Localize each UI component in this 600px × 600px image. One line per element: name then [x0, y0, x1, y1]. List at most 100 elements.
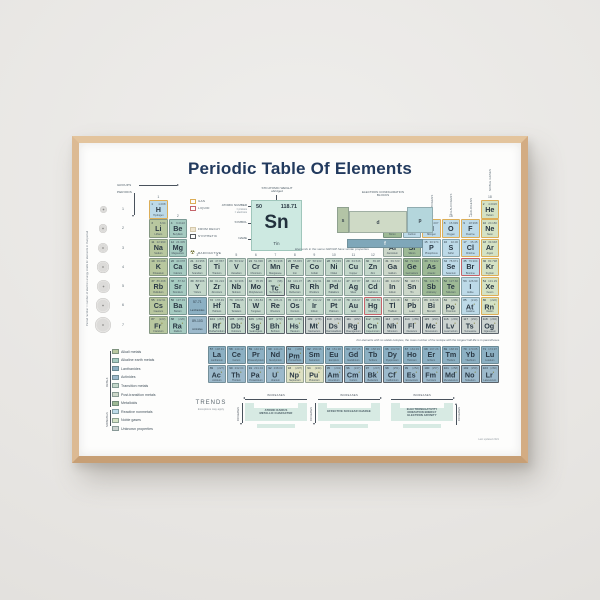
- element-cell-Ba: 56 137.33 Ba Barium: [168, 296, 188, 315]
- trend-table-shape: [254, 408, 298, 421]
- arrow-head: [454, 402, 457, 405]
- trend-table-shape: [245, 403, 254, 421]
- state-legend-item: GAS: [190, 199, 205, 204]
- period-number: 6: [122, 303, 124, 308]
- arrow-line: [248, 222, 251, 223]
- group-number: 4: [215, 252, 218, 257]
- element-cell-S: 16 32.06 S Sulfur: [441, 238, 461, 258]
- category-label: Post-transition metals: [121, 392, 156, 397]
- trends-subtitle: Exceptions may apply: [197, 408, 225, 411]
- element-cell-Li: 3 6.94 Li Lithium: [149, 219, 168, 238]
- state-legend-label: SYNTHETIC: [198, 234, 218, 239]
- element-cell-Te: 52 127.60 Te Tellurium: [441, 277, 461, 296]
- arrow-head: [177, 183, 179, 186]
- element-cell-Xe: 54 131.29 Xe Xenon: [480, 277, 500, 296]
- element-cell-Se: 34 78.971 Se Selenium: [441, 257, 461, 277]
- category-legend-item: Reactive nonmetals: [112, 409, 153, 415]
- radioactive-mark-icon: *: [454, 322, 456, 327]
- element-cell-Fl: 114 (289) Fl* Flerovium: [402, 315, 422, 335]
- credit-line: Last updated 2021: [478, 438, 499, 441]
- element-cell-U: 92 238.03 U* Uranium: [266, 364, 285, 384]
- radioactive-mark-icon: *: [298, 322, 301, 327]
- element-cell-Sm: 62 150.36 Sm Samarium: [305, 345, 324, 364]
- group-number: 10: [331, 252, 336, 257]
- element-cell-Pd: 46 106.42 Pd Palladium: [324, 277, 344, 296]
- category-legend-item: Unknown properties: [112, 426, 153, 432]
- state-legend-item: ☢ RADIOACTIVE: [190, 251, 221, 256]
- element-cell-Pa: 91 231.04 Pa* Protactinium: [246, 364, 266, 384]
- category-swatch-icon: [112, 366, 119, 372]
- element-cell-H: 1 1.008 H Hydrogen: [149, 200, 168, 219]
- element-cell-Bk: 97 (247) Bk* Berkelium: [363, 364, 383, 384]
- trend-table-shape: [400, 408, 444, 421]
- element-cell-Ho: 67 164.93 Ho Holmium: [402, 345, 422, 364]
- state-legend-item: FROM DECAY: [190, 227, 220, 232]
- econfig-block-p: p: [407, 207, 433, 233]
- econfig-block-s: s: [337, 207, 349, 233]
- periodic-table-poster: Periodic Table Of Elements 1 1.008 H Hydrog…: [79, 143, 521, 456]
- element-cell-Os: 76 190.23 Os Osmium: [285, 296, 305, 315]
- econfig-block-f: f: [347, 239, 423, 248]
- radioactive-mark-icon: *: [358, 371, 360, 376]
- group-number: 12: [370, 252, 375, 257]
- period-number: 1: [122, 206, 124, 211]
- element-cell-Rb: 37 85.468 Rb Rubidium: [149, 277, 168, 296]
- element-cell-Er: 68 167.26 Er Erbium: [422, 345, 441, 364]
- radioactive-mark-icon: *: [492, 371, 495, 376]
- key-element-card: 50 118.71 Sn Tin: [251, 200, 302, 251]
- element-cell-Fe: 26 55.845 Fe Iron: [285, 257, 305, 277]
- element-cell-Md: 101 (258) Md* Mendelevium: [441, 364, 461, 384]
- radioactive-mark-icon: *: [298, 371, 301, 376]
- period-number: 5: [122, 284, 124, 289]
- category-label: Alkali metals: [121, 349, 142, 354]
- category-legend-item: Alkali metals: [112, 349, 141, 354]
- category-swatch-icon: [112, 349, 119, 354]
- element-cell-Na: 11 22.990 Na Sodium: [149, 238, 168, 258]
- element-cell-Eu: 63 151.96 Eu Europium: [324, 345, 344, 364]
- element-cell-Cs: 55 132.91 Cs Caesium: [149, 296, 168, 315]
- element-cell-Sc: 21 44.956 Sc Scandium: [188, 257, 207, 277]
- name-label: NAME: [238, 236, 247, 240]
- element-cell-Ta: 73 180.95 Ta Tantalum: [227, 296, 246, 315]
- state-legend-label: FROM DECAY: [198, 227, 221, 232]
- group-number: 11: [351, 252, 356, 257]
- trend-table-shape: [391, 403, 400, 421]
- element-cell-Ni: 28 58.693 Ni Nickel: [324, 257, 344, 277]
- state-legend-label: LIQUID: [198, 206, 210, 211]
- element-cell-Hg: 80 200.59 Hg Mercury: [363, 296, 383, 315]
- element-cell-Y: 39 88.906 Y Yttrium: [188, 277, 207, 296]
- category-legend-item: Noble gases: [112, 417, 141, 423]
- period-number: 2: [122, 226, 124, 231]
- electron-shells-icon: [99, 205, 107, 213]
- arrow-line: [139, 185, 177, 186]
- radioactive-mark-icon: *: [455, 371, 457, 376]
- arrow-head: [453, 397, 455, 399]
- element-cell-Lv: 116 (293) Lv* Livermorium: [441, 315, 461, 335]
- element-cell-Mg: 12 24.305 Mg Magnesium: [168, 238, 188, 258]
- element-cell-Pt: 78 195.08 Pt Platinum: [324, 296, 344, 315]
- element-cell-Ds: 110 (281) Ds* Darmstadtium: [324, 315, 344, 335]
- trend-increases-label: INCREASES: [412, 394, 432, 397]
- trend-increases-label: INCREASES: [309, 407, 313, 421]
- element-cell-Rh: 45 102.91 Rh Rhodium: [305, 277, 324, 296]
- element-cell-Cf: 98 (251) Cf* Californium: [383, 364, 402, 384]
- category-legend-item: Actinides: [112, 374, 136, 380]
- econfig-title: ELECTRON CONFIGURATION BLOCKS: [361, 190, 405, 198]
- element-cell-Th: 90 232.04 Th* Thorium: [227, 364, 246, 384]
- element-cell-Am: 95 (243) Am* Americium: [324, 364, 344, 384]
- element-cell-Br: 35 79.904 Br Bromine: [461, 257, 480, 277]
- element-cell-Fm: 100 (257) Fm* Fermium: [422, 364, 441, 384]
- key-kn: 50: [256, 204, 262, 210]
- element-cell-At: 85 (210) At* Astatine: [461, 296, 480, 315]
- element-cell-Cu: 29 63.546 Cu Copper: [344, 257, 363, 277]
- element-cell-Lu: 71 174.97 Lu Lutetium: [480, 345, 500, 364]
- category-legend-item: Lanthanides: [112, 366, 141, 372]
- atomic-number-label: ATOMIC NUMBER: [221, 203, 247, 207]
- element-cell-Db: 105 (268) Db* Dubnium: [227, 315, 246, 335]
- category-label: Alkaline earth metals: [121, 358, 155, 363]
- group-number: 5: [235, 252, 238, 257]
- state-legend-label: RADIOACTIVE: [198, 251, 222, 256]
- element-cell-Ne: 10 20.180 Ne Neon: [480, 219, 500, 238]
- radioactive-mark-icon: *: [279, 322, 281, 327]
